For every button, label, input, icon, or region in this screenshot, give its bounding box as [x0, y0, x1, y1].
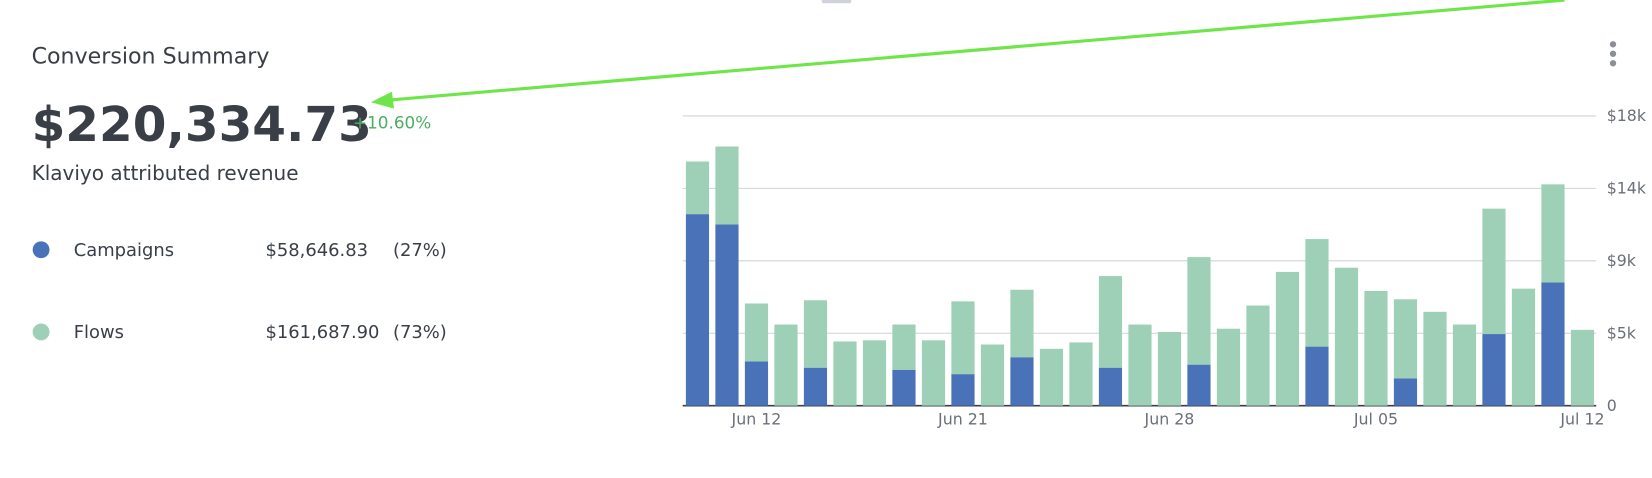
bar-segment	[1246, 305, 1270, 406]
legend-share: (73%)	[393, 322, 447, 343]
bar-segment	[1364, 290, 1388, 406]
bar-segment	[803, 300, 828, 368]
top-handle	[821, 0, 852, 4]
bar-segment	[1010, 357, 1034, 406]
bar-segment	[1069, 342, 1093, 406]
y-tick-label: $9k	[1607, 251, 1637, 270]
bar-segment	[685, 214, 710, 406]
bar-segment	[951, 374, 975, 406]
bar-segment	[774, 324, 798, 406]
bar-segment	[1305, 346, 1329, 406]
bar-segment	[1452, 324, 1477, 406]
x-tick-label: Jun 21	[937, 410, 988, 429]
bar-segment	[892, 324, 916, 370]
bar-segment	[1216, 328, 1241, 406]
bar-segment	[1393, 378, 1418, 406]
bar-segment	[951, 301, 975, 375]
bar-segment	[1511, 288, 1536, 406]
y-tick-label: 0	[1607, 396, 1617, 415]
x-tick-label: Jun 28	[1144, 410, 1195, 429]
total-revenue: $220,334.73	[32, 97, 372, 153]
menu-dot	[1609, 50, 1617, 57]
bar-segment	[921, 340, 946, 406]
legend-share: (27%)	[393, 240, 447, 261]
bar-segment	[1541, 184, 1565, 283]
bar-segment	[1393, 299, 1418, 379]
bar-segment	[744, 303, 769, 362]
legend-name: Flows	[74, 322, 124, 343]
bar-segment	[1128, 324, 1152, 406]
bar-segment	[1157, 331, 1182, 406]
bar-segment	[1423, 311, 1447, 406]
change-percent: +10.60%	[353, 113, 431, 133]
annotation-arrowhead	[370, 91, 395, 109]
bar-segment	[685, 161, 710, 215]
bar-segment	[1098, 367, 1123, 406]
x-tick-label: Jul 12	[1559, 410, 1604, 429]
bar-segment	[1334, 267, 1359, 406]
menu-icon[interactable]	[1609, 41, 1617, 67]
bar-segment	[1039, 348, 1064, 406]
annotation-arrow	[387, 0, 1565, 102]
bar-segment	[862, 340, 887, 406]
bar-segment	[1482, 334, 1506, 406]
legend-dot	[32, 323, 50, 341]
chart: 0 $5k $9k $14k $18k Jun 12 Jun 21 Jun 28 Jul 05 J…	[682, 106, 1647, 429]
menu-dot	[1609, 60, 1617, 67]
bar-segment	[744, 361, 769, 406]
bar-segment	[1187, 364, 1211, 406]
card-title: Conversion Summary	[32, 43, 270, 69]
legend-name: Campaigns	[74, 240, 174, 261]
bar-segment	[715, 146, 739, 225]
bar-segment	[892, 369, 916, 406]
bar-segment	[833, 341, 857, 406]
x-tick-label: Jul 05	[1353, 410, 1398, 429]
bar-segment	[1275, 271, 1300, 406]
legend-amount: $161,687.90	[266, 322, 380, 343]
y-tick-label: $5k	[1607, 324, 1637, 343]
bar-segment	[1482, 208, 1506, 335]
revenue-subtitle: Klaviyo attributed revenue	[32, 161, 299, 185]
bar-segment	[803, 367, 828, 406]
bar-segment	[1098, 276, 1123, 368]
bar-segment	[1187, 257, 1211, 365]
bar-segment	[1010, 289, 1034, 358]
bar-segment	[715, 224, 739, 406]
y-tick-label: $18k	[1607, 106, 1647, 125]
y-tick-label: $14k	[1607, 179, 1647, 198]
bar-segment	[980, 344, 1005, 406]
legend-amount: $58,646.83	[266, 240, 369, 261]
bar-segment	[1305, 239, 1329, 347]
legend-dot	[32, 241, 50, 259]
breakdown-list: Campaigns $58,646.83 (27%) Flows $161,687.90…	[32, 240, 447, 343]
bar-segment	[1570, 329, 1595, 406]
bar-segment	[1541, 282, 1565, 406]
x-tick-label: Jun 12	[731, 410, 782, 429]
menu-dot	[1609, 41, 1617, 48]
